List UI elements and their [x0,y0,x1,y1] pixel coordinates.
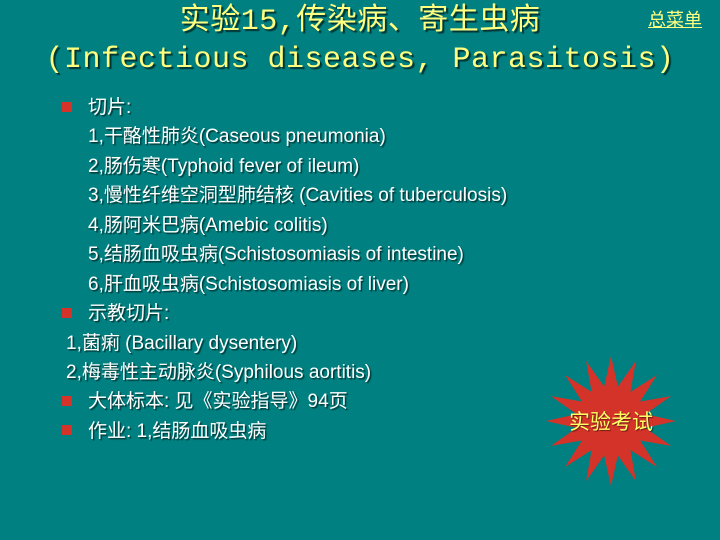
slide-title: 实验15,传染病、寄生虫病 (Infectious diseases, Para… [0,0,720,79]
section-demo-heading: 示教切片: [88,299,720,328]
list-item: 1,干酪性肺炎(Caseous pneumonia) [88,122,720,151]
list-item: 6,肝血吸虫病(Schistosomiasis of liver) [88,270,720,299]
list-item: 1,菌痢 (Bacillary dysentery) [66,329,720,358]
list-item: 2,肠伤寒(Typhoid fever of ileum) [88,152,720,181]
main-menu-link[interactable]: 总菜单 [648,6,702,32]
section-slices-heading: 切片: [88,93,720,122]
title-line-1: 实验15,传染病、寄生虫病 [0,4,720,42]
list-item: 5,结肠血吸虫病(Schistosomiasis of intestine) [88,240,720,269]
exam-starburst: 实验考试 [546,356,676,486]
starburst-text: 实验考试 [569,406,653,436]
list-item: 4,肠阿米巴病(Amebic colitis) [88,211,720,240]
list-item: 3,慢性纤维空洞型肺结核 (Cavities of tuberculosis) [88,181,720,210]
title-line-2: (Infectious diseases, Parasitosis) [0,42,720,80]
